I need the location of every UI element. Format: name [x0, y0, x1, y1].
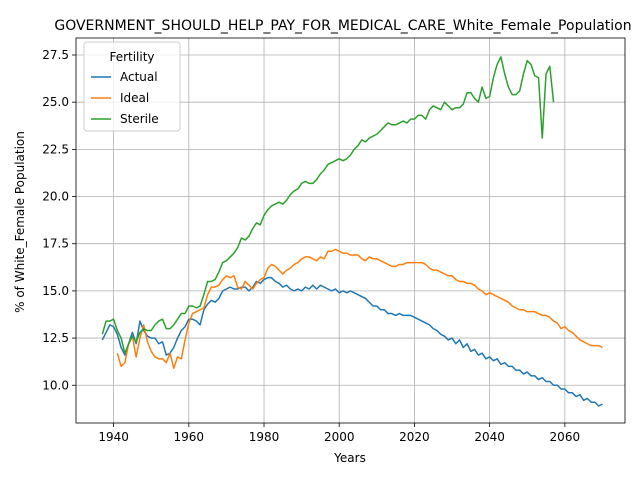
y-tick-label: 12.5 — [42, 331, 69, 345]
axes: 1940 1960 1980 2000 2020 2040 2060 10.0 12.5 15.0… — [42, 37, 626, 444]
series-layer — [101, 56, 603, 407]
legend-label-actual: Actual — [120, 70, 158, 84]
y-tick-label: 22.5 — [42, 142, 69, 156]
x-tick-label: 2000 — [324, 430, 355, 444]
y-tick-label: 27.5 — [42, 48, 69, 62]
y-tick-label: 17.5 — [42, 237, 69, 251]
x-tick-label: 1940 — [98, 430, 129, 444]
chart-title: GOVERNMENT_SHOULD_HELP_PAY_FOR_MEDICAL_C… — [54, 18, 631, 34]
legend-frame — [83, 41, 181, 132]
legend-label-ideal: Ideal — [120, 91, 149, 105]
y-tick-label: 25.0 — [42, 95, 69, 109]
series-line-actual — [101, 276, 603, 407]
legend-title: Fertility — [109, 50, 154, 64]
x-tick-label: 1960 — [174, 430, 205, 444]
series-line-ideal — [116, 248, 603, 370]
x-tick-label: 2060 — [550, 430, 581, 444]
legend: Fertility Actual Ideal Sterile — [83, 41, 181, 132]
x-tick-label: 1980 — [249, 430, 280, 444]
y-tick-label: 15.0 — [42, 284, 69, 298]
legend-label-sterile: Sterile — [120, 112, 159, 126]
series-line-sterile — [101, 56, 555, 354]
plot-frame — [75, 37, 626, 424]
y-axis-label: % of White_Female Population — [13, 131, 27, 313]
x-tick-label: 2040 — [474, 430, 505, 444]
grid — [76, 38, 625, 423]
x-tick-label: 2020 — [399, 430, 430, 444]
y-tick-label: 10.0 — [42, 378, 69, 392]
x-axis-label: Years — [333, 451, 366, 465]
y-tick-label: 20.0 — [42, 190, 69, 204]
legend-entries: Actual Ideal Sterile — [91, 70, 159, 126]
